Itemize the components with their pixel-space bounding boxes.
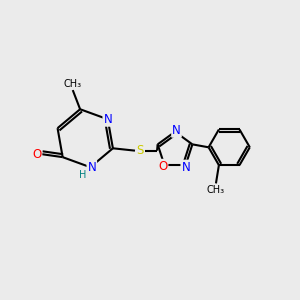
Text: O: O	[32, 148, 41, 161]
Text: CH₃: CH₃	[207, 185, 225, 195]
Text: N: N	[87, 161, 96, 174]
Text: N: N	[182, 160, 190, 174]
Text: N: N	[103, 113, 112, 126]
Text: H: H	[79, 169, 87, 180]
Text: CH₃: CH₃	[64, 79, 82, 88]
Text: O: O	[158, 160, 167, 173]
Text: S: S	[136, 144, 144, 157]
Text: N: N	[172, 124, 181, 137]
